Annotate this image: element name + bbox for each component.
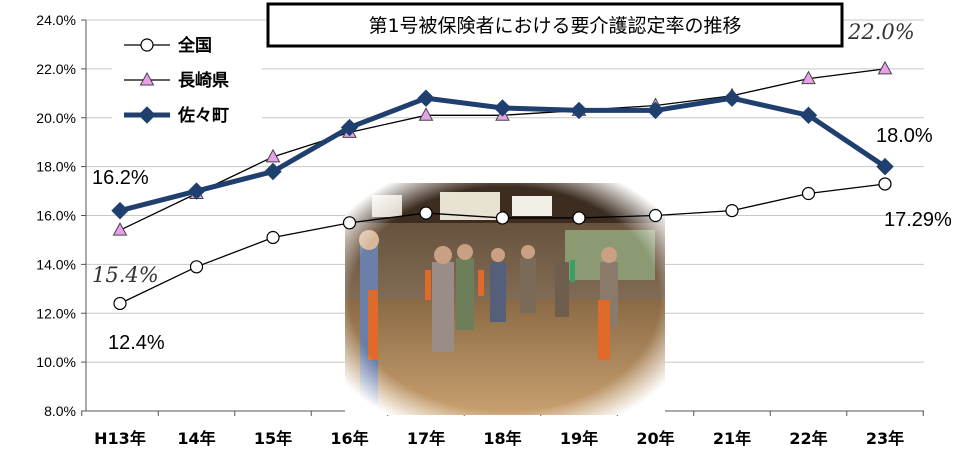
legend-marker [139, 71, 155, 86]
data-point [112, 222, 128, 236]
legend-item: 長崎県 [124, 70, 229, 91]
data-point [418, 107, 434, 121]
legend-label: 佐々町 [177, 105, 229, 126]
data-point [723, 89, 741, 107]
legend-marker [140, 38, 154, 52]
data-point [342, 216, 357, 230]
data-point [725, 204, 739, 218]
data-point [877, 60, 893, 75]
x-tick-label: 17年 [407, 429, 445, 448]
data-point [113, 296, 127, 311]
annotation-national-start: 12.4% [108, 332, 165, 354]
annotation-nagasaki-start: 15.4% [92, 263, 159, 287]
legend-label: 長崎県 [178, 70, 229, 91]
y-tick-label: 18.0% [36, 159, 76, 175]
x-tick-label: 22年 [789, 429, 827, 448]
legend-item: 全国 [124, 35, 212, 56]
data-point [801, 70, 816, 85]
y-tick-label: 20.0% [36, 110, 76, 126]
series-layer [111, 60, 894, 311]
data-point [493, 99, 512, 117]
x-tick-label: 14年 [177, 429, 215, 448]
data-point [340, 118, 359, 137]
data-point [878, 177, 892, 191]
y-tick-label: 24.0% [36, 12, 76, 28]
data-point [265, 148, 281, 163]
data-point [801, 186, 816, 201]
data-point [876, 157, 894, 176]
y-tick-label: 14.0% [36, 256, 76, 272]
chart-title-box: 第1号被保険者における要介護認定率の推移 [266, 2, 844, 48]
y-tick-label: 16.0% [36, 208, 76, 224]
data-point [419, 206, 433, 220]
data-point [417, 89, 435, 107]
x-tick-label: 16年 [330, 429, 368, 448]
series-1 [113, 177, 892, 311]
data-point [646, 101, 665, 120]
data-point [266, 230, 280, 245]
data-point [495, 211, 510, 225]
legend-item: 佐々町 [124, 105, 229, 126]
x-tick-label: 15年 [254, 429, 292, 448]
data-point [572, 211, 586, 225]
data-point [799, 106, 818, 125]
data-point [648, 208, 663, 223]
legend-marker [138, 106, 156, 124]
x-tick-label: 20年 [636, 429, 674, 448]
x-tick-label: 23年 [866, 429, 904, 448]
data-point [111, 201, 129, 220]
annotation-sasa-start: 16.2% [92, 167, 149, 189]
y-tick-label: 8.0% [44, 403, 76, 419]
data-point [570, 101, 588, 120]
x-tick-label: 21年 [713, 429, 751, 448]
data-point [187, 182, 206, 200]
data-point [264, 162, 282, 181]
annotations: 16.2% 22.0% 18.0% 17.29% 15.4% 12.4% [92, 20, 952, 354]
x-tick-label: H13年 [94, 429, 146, 448]
chart-title: 第1号被保険者における要介護認定率の推移 [368, 15, 741, 37]
x-tick-label: 18年 [483, 429, 521, 448]
annotation-nagasaki-end: 22.0% [847, 20, 915, 44]
x-tick-label: 19年 [560, 429, 598, 448]
y-tick-label: 12.0% [36, 305, 76, 321]
data-point [189, 260, 204, 274]
annotation-national-end: 17.29% [884, 209, 952, 231]
annotation-sasa-end: 18.0% [876, 125, 933, 147]
legend-label: 全国 [177, 35, 212, 56]
y-tick-label: 22.0% [36, 61, 76, 77]
y-tick-label: 10.0% [36, 354, 76, 370]
series-3 [111, 89, 894, 220]
